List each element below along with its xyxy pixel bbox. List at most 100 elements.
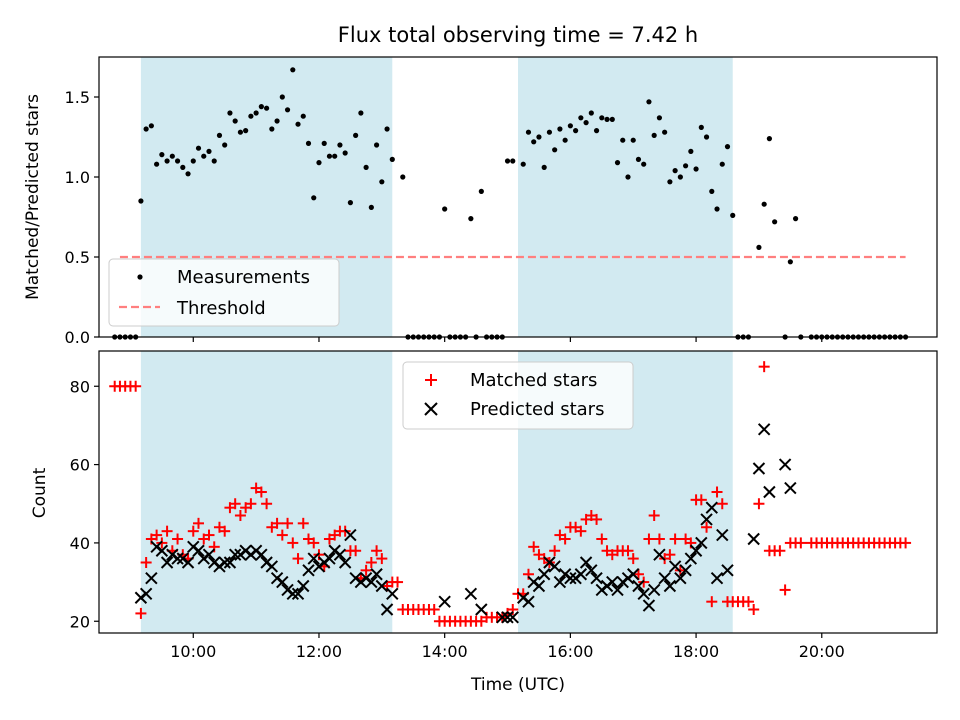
matched-star-point [528,541,540,553]
matched-star-point [632,568,644,580]
predicted-star-point [291,587,305,601]
measurement-point [358,110,364,116]
measurement-point [379,179,385,185]
measurement-point [159,152,165,158]
measurement-point [232,118,238,124]
predicted-star-point [365,575,378,589]
measurement-point [264,105,270,111]
top-ytick-label: 1.0 [65,168,90,187]
measurement-point [353,132,359,138]
predicted-star-point [606,575,619,589]
top-ytick-label: 1.5 [65,88,90,107]
matched-star-point [428,604,440,615]
measurement-point [190,158,196,164]
predicted-star-point [192,544,205,557]
predicted-star-point [590,571,603,585]
measurement-point [567,123,573,129]
matched-star-point [753,498,765,510]
matched-star-point [287,537,299,549]
measurement-point [510,158,516,164]
measurement-point [326,153,333,159]
matched-star-point [392,576,404,588]
measurement-point [730,212,736,218]
measurement-point [761,201,767,207]
measurement-point [337,142,343,148]
measurement-point [384,126,390,132]
measurement-point [562,137,568,143]
measurement-point [468,216,474,222]
measurement-point [593,128,600,134]
measurement-point [237,129,244,135]
predicted-star-point [747,532,760,546]
predicted-star-point [475,603,488,616]
predicted-star-point [700,513,713,526]
predicted-star-point [228,548,242,561]
measurement-point [620,137,626,143]
matched-star-point [245,498,257,510]
matched-star-point [376,553,388,565]
predicted-star-point [637,587,650,601]
measurement-point [541,164,547,170]
matched-star-point [219,525,231,537]
measurement-point [174,158,181,164]
measurement-point [400,174,406,180]
measurement-point [321,140,327,146]
predicted-star-point [763,485,776,499]
matched-star-point [711,486,723,498]
measurement-point [525,129,532,135]
predicted-star-point [145,571,158,585]
predicted-star-point [255,548,268,561]
matched-star-point [365,557,377,568]
measurement-point [363,164,369,170]
measurement-point [709,188,715,194]
measurement-point [279,94,285,100]
measurement-point [227,110,233,116]
measurement-point [211,158,217,164]
predicted-star-point [338,556,352,569]
matched-star-point [308,537,320,549]
predicted-star-point [139,587,153,601]
measurement-point [604,116,610,122]
measurement-point [253,110,259,116]
legend-measurements-swatch [137,274,143,280]
predicted-star-point [375,579,389,593]
top-legend-box [108,258,340,327]
measurement-point [677,174,683,180]
measurement-point [724,144,731,150]
top-panel-y-axis-label: Matched/Predicted stars [23,94,43,300]
measurement-point [641,161,647,167]
top-panel: 0.0 0.5 1.0 1.5 Flux total observing time =… [23,23,938,347]
predicted-star-point [647,583,661,597]
predicted-star-point [522,595,535,608]
matched-star-point [360,564,372,576]
measurement-point [248,113,254,119]
measurement-point [667,179,673,185]
measurement-point [290,67,296,73]
bottom-xtick-label: 10:00 [170,642,216,661]
measurement-point [756,244,762,250]
bottom-xtick-label: 20:00 [799,642,845,661]
matched-star-point [187,525,199,537]
top-axes-frame [98,56,938,338]
measurement-point [504,158,511,164]
bottom-panel-x-axis-label: Time (UTC) [470,675,565,695]
measurement-point [662,129,668,135]
matched-star-point [758,361,770,373]
predicted-star-point [265,560,279,573]
predicted-star-point [752,462,766,475]
measurement-point [672,168,678,174]
predicted-star-point [642,599,656,612]
measurement-point [557,126,563,132]
measurement-point [719,161,725,167]
predicted-star-point [663,579,677,593]
matched-star-point [130,380,142,392]
predicted-star-point [564,571,577,585]
measurement-point [787,259,793,265]
measurement-point [792,216,799,222]
measurement-point [552,147,558,153]
predicted-star-point [218,556,231,569]
measurement-point [195,145,202,151]
matched-star-point [271,517,283,529]
predicted-star-point [548,560,561,573]
